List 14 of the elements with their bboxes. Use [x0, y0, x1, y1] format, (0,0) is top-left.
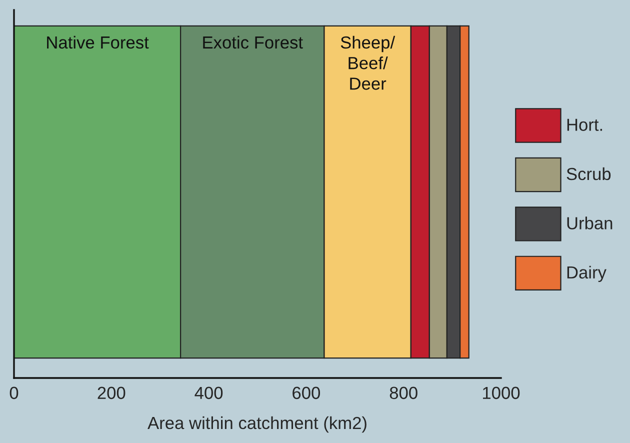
x-tick-label: 800	[390, 386, 418, 400]
x-tick-label: 600	[292, 386, 320, 400]
x-tick-label: 0	[10, 386, 18, 400]
x-axis-title: Area within catchment (km2)	[148, 416, 366, 433]
x-tick-label: 1000	[483, 386, 520, 400]
series-label: Native Forest	[47, 36, 149, 49]
x-tick-label: 400	[194, 386, 223, 400]
series-label: Exotic Forest	[203, 36, 303, 49]
legend-label: Scrub	[566, 167, 611, 180]
legend-label: Urban	[567, 216, 612, 230]
legend-label: Hort.	[567, 118, 602, 131]
legend-label: Dairy	[567, 266, 606, 282]
x-tick-label: 200	[98, 386, 126, 400]
series-label: Sheep/ Beef/ Deer	[340, 36, 396, 90]
